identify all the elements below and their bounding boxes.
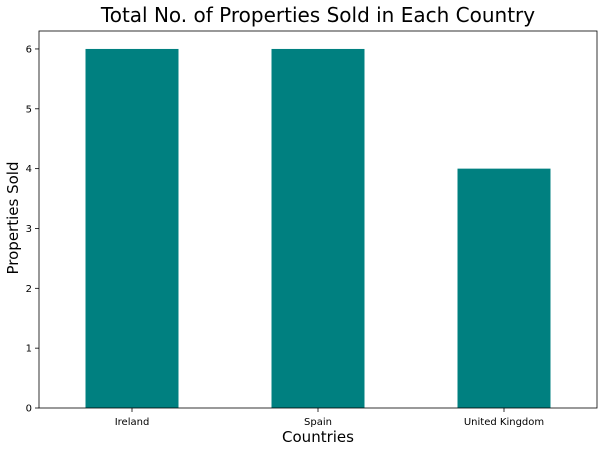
y-tick-label: 6 [26,44,32,55]
y-tick-label: 4 [26,164,32,175]
x-axis-ticks: Ireland Spain United Kingdom [115,408,544,428]
y-tick-label: 0 [26,404,32,415]
x-tick-label: Spain [304,417,332,428]
y-axis-ticks: 0 1 2 3 4 5 6 [26,44,39,415]
x-tick-label: United Kingdom [464,417,544,428]
bar-spain [271,48,365,408]
y-tick-label: 1 [26,344,32,355]
plot-frame [38,30,598,409]
x-tick-label: Ireland [115,417,150,428]
x-axis-label: Countries [282,428,354,446]
y-tick-label: 5 [26,104,32,115]
bar-united-kingdom [457,168,551,408]
chart-title: Total No. of Properties Sold in Each Cou… [100,3,535,27]
bar-ireland [85,48,179,408]
y-axis-label: Properties Sold [4,162,22,275]
bars-group [85,48,551,408]
y-tick-label: 3 [26,224,32,235]
y-tick-label: 2 [26,284,32,295]
